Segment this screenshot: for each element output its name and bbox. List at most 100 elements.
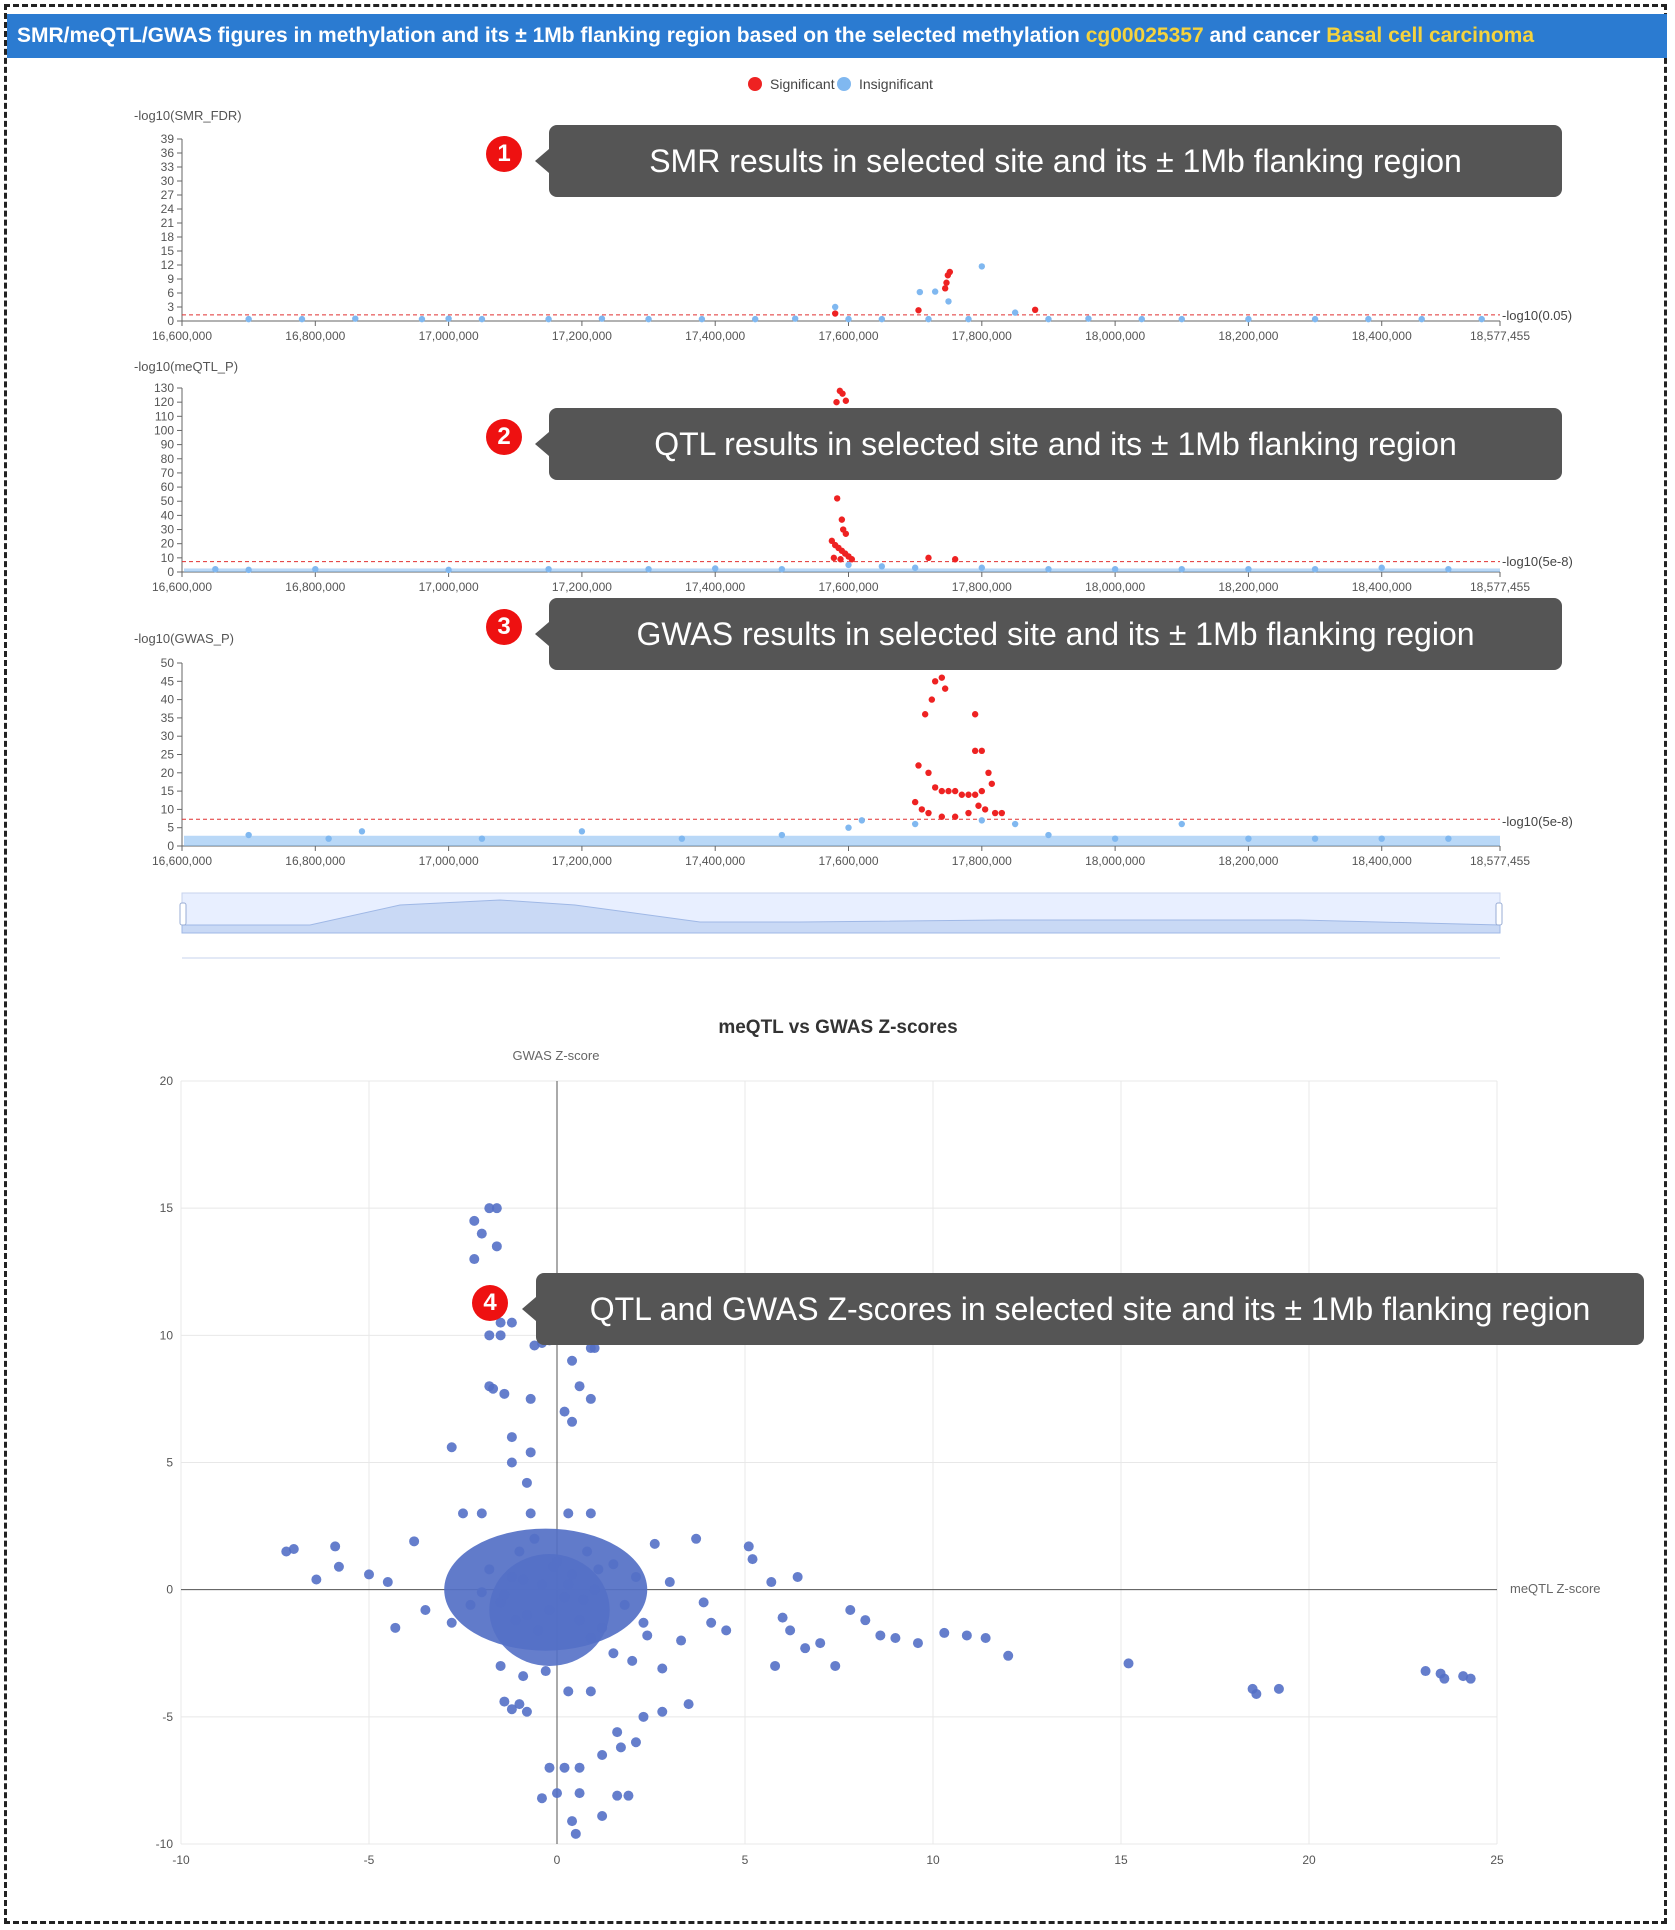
gwas-y-tick-label: 15 bbox=[161, 784, 175, 798]
meqtl-y-tick-label: 10 bbox=[161, 551, 175, 565]
meqtl-point-insignificant bbox=[1111, 565, 1119, 573]
smr-point-insignificant bbox=[1011, 309, 1019, 316]
smr-point-insignificant bbox=[945, 298, 952, 305]
zoom-slider-right-handle[interactable] bbox=[1495, 902, 1503, 926]
gwas-point-insignificant bbox=[1378, 835, 1385, 842]
legend[interactable]: Significant Insignificant bbox=[748, 76, 933, 92]
gwas-x-tick-label: 17,200,000 bbox=[552, 854, 612, 868]
gwas-point-insignificant bbox=[1445, 835, 1452, 842]
meqtl-point-insignificant bbox=[1378, 564, 1385, 571]
zscore-point bbox=[570, 1828, 581, 1839]
meqtl-y-tick-label: 60 bbox=[161, 480, 175, 494]
smr-point-insignificant bbox=[878, 315, 886, 323]
gwas-y-tick-label: 10 bbox=[161, 802, 175, 816]
gwas-point-insignificant bbox=[325, 835, 332, 842]
gwas-x-tick-label: 17,600,000 bbox=[818, 854, 878, 868]
zscore-point bbox=[281, 1546, 292, 1557]
zscore-y-axis-label: GWAS Z-score bbox=[513, 1048, 600, 1063]
meqtl-point-significant bbox=[848, 556, 856, 563]
zscore-x-tick-label: 5 bbox=[742, 1853, 749, 1867]
zscore-point bbox=[506, 1457, 517, 1468]
zscore-point bbox=[691, 1533, 702, 1544]
meqtl-point-insignificant bbox=[978, 564, 986, 571]
legend-insignificant-label[interactable]: Insignificant bbox=[859, 76, 933, 92]
gwas-point-insignificant bbox=[1111, 835, 1119, 842]
zscore-point bbox=[574, 1381, 585, 1392]
smr-y-tick-label: 21 bbox=[161, 216, 175, 230]
zscore-point bbox=[567, 1355, 578, 1366]
smr-y-axis-label: -log10(SMR_FDR) bbox=[134, 108, 242, 123]
meqtl-x-tick-label: 17,800,000 bbox=[952, 580, 1012, 594]
zscore-point bbox=[499, 1589, 510, 1600]
gwas-point-significant bbox=[915, 762, 922, 769]
smr-point-insignificant bbox=[698, 315, 706, 323]
gwas-threshold-label: -log10(5e-8) bbox=[1502, 814, 1573, 829]
smr-y-tick-label: 6 bbox=[167, 286, 174, 300]
smr-point-insignificant bbox=[1138, 315, 1145, 323]
gwas-point-insignificant bbox=[1245, 835, 1252, 842]
smr-x-tick-label: 16,600,000 bbox=[152, 329, 212, 343]
gwas-point-significant bbox=[981, 806, 989, 813]
header-site[interactable]: cg00025357 bbox=[1085, 24, 1204, 47]
zscore-x-tick-label: 10 bbox=[926, 1853, 940, 1867]
meqtl-point-insignificant bbox=[712, 565, 719, 572]
smr-point-insignificant bbox=[1311, 315, 1319, 323]
zscore-point bbox=[533, 1625, 544, 1636]
zscore-point bbox=[525, 1393, 536, 1404]
zscore-y-tick-label: -5 bbox=[162, 1710, 173, 1724]
gwas-point-significant bbox=[951, 813, 959, 820]
zscore-point bbox=[521, 1610, 532, 1621]
header-cancer[interactable]: Basal cell carcinoma bbox=[1326, 24, 1535, 47]
meqtl-point-insignificant bbox=[312, 565, 319, 573]
gwas-point-insignificant bbox=[778, 831, 786, 839]
meqtl-baseline-band bbox=[184, 568, 1500, 572]
zoom-slider[interactable] bbox=[179, 892, 1503, 959]
zscore-point bbox=[589, 1584, 600, 1595]
zscore-point bbox=[518, 1574, 529, 1585]
meqtl-y-axis-label: -log10(meQTL_P) bbox=[134, 359, 238, 374]
legend-significant-label[interactable]: Significant bbox=[770, 76, 835, 92]
meqtl-point-significant bbox=[842, 530, 850, 537]
smr-point-insignificant bbox=[831, 303, 839, 311]
zscore-point bbox=[608, 1559, 619, 1570]
zscore-point bbox=[420, 1605, 431, 1616]
smr-y-tick-label: 0 bbox=[167, 314, 174, 328]
gwas-point-significant bbox=[911, 798, 919, 806]
gwas-point-significant bbox=[975, 802, 982, 809]
meqtl-chart: -log10(meQTL_P) -log10(5e-8) 01020304050… bbox=[134, 359, 1573, 594]
meqtl-y-tick-label: 100 bbox=[154, 423, 174, 437]
meqtl-y-tick-label: 30 bbox=[161, 523, 175, 537]
smr-y-tick-label: 15 bbox=[161, 244, 175, 258]
smr-point-insignificant bbox=[916, 288, 924, 296]
zoom-slider-left-handle[interactable] bbox=[179, 902, 187, 926]
zscore-point bbox=[890, 1632, 901, 1643]
legend-significant-marker bbox=[748, 77, 762, 91]
meqtl-point-significant bbox=[838, 516, 846, 523]
smr-point-insignificant bbox=[1178, 315, 1185, 323]
zscore-point bbox=[597, 1811, 608, 1822]
zscore-point bbox=[469, 1215, 480, 1226]
zscore-point bbox=[364, 1569, 374, 1580]
meqtl-point-significant bbox=[839, 390, 846, 397]
meqtl-x-tick-label: 17,200,000 bbox=[552, 580, 612, 594]
smr-y-tick-label: 33 bbox=[161, 160, 175, 174]
gwas-point-significant bbox=[971, 747, 979, 755]
gwas-y-tick-label: 30 bbox=[161, 729, 175, 743]
zscore-point bbox=[585, 1508, 596, 1519]
gwas-point-significant bbox=[951, 787, 959, 795]
legend-insignificant-marker bbox=[837, 77, 851, 91]
gwas-point-significant bbox=[931, 784, 939, 791]
zscore-point bbox=[567, 1569, 578, 1580]
zscore-point bbox=[529, 1340, 540, 1351]
smr-x-tick-label: 17,200,000 bbox=[552, 329, 612, 343]
zscore-point bbox=[499, 1696, 510, 1707]
zscore-point bbox=[770, 1660, 781, 1671]
zscore-point bbox=[563, 1686, 574, 1697]
gwas-y-axis-label: -log10(GWAS_P) bbox=[134, 631, 234, 646]
zscore-point bbox=[585, 1393, 596, 1404]
zscore-point bbox=[484, 1330, 495, 1341]
zscore-point bbox=[630, 1737, 641, 1748]
zscore-point bbox=[488, 1383, 499, 1394]
gwas-point-significant bbox=[931, 678, 939, 685]
